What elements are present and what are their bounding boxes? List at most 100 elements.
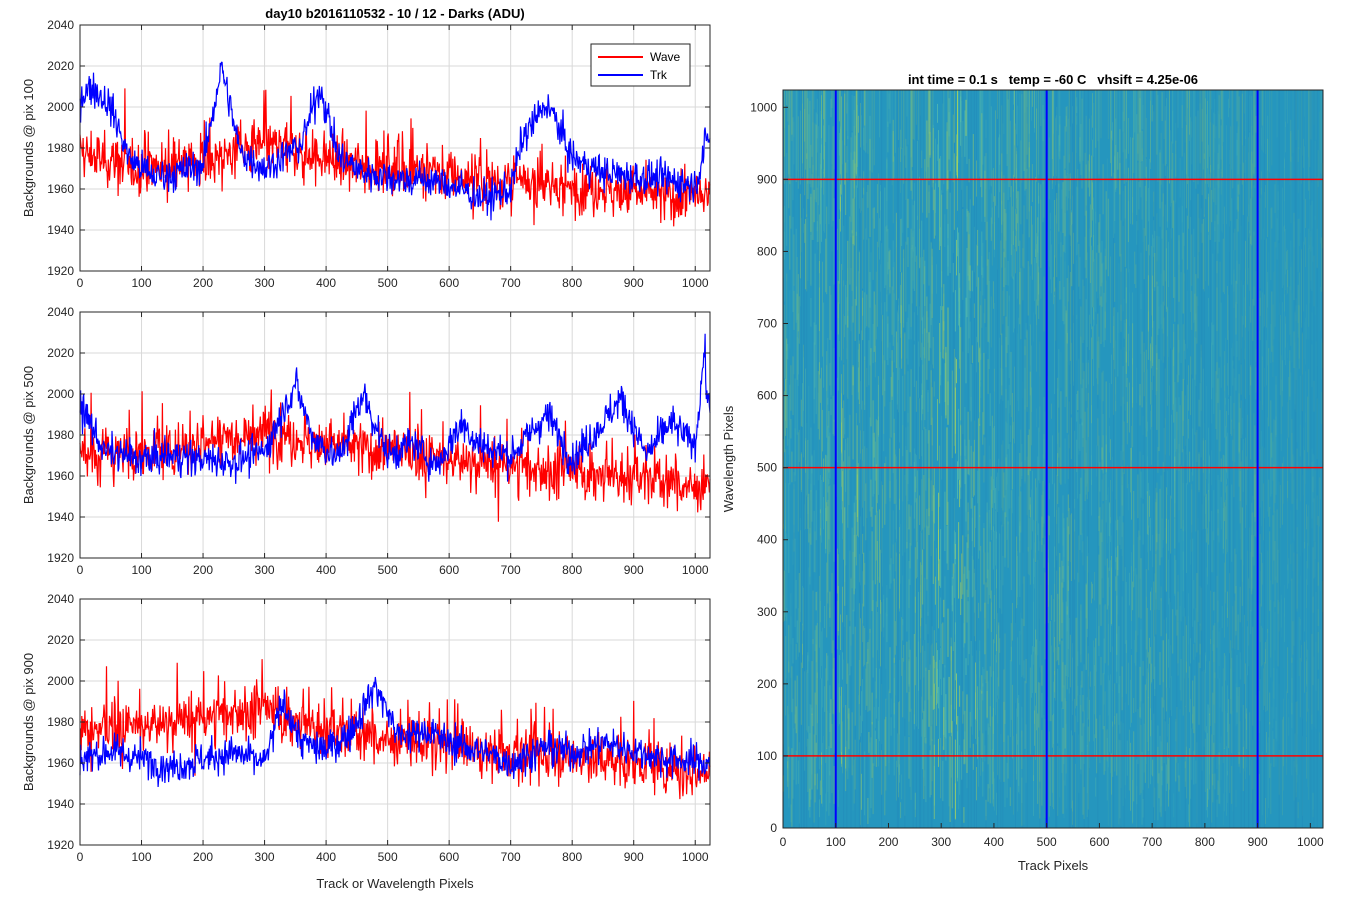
heatmap-streak <box>1010 186 1012 255</box>
heatmap-streak <box>830 98 832 118</box>
heatmap-streak <box>833 766 835 804</box>
heatmap-streak <box>990 489 992 541</box>
heatmap-streak <box>1267 417 1269 512</box>
heatmap-streak <box>812 90 814 173</box>
heatmap-streak <box>1306 560 1308 658</box>
heatmap-streak <box>894 621 896 655</box>
heatmap-streak <box>1094 571 1096 601</box>
heatmap-streak <box>956 359 957 384</box>
heatmap-streak <box>808 567 810 662</box>
heatmap-streak <box>1262 668 1264 710</box>
heatmap-streak <box>1116 633 1118 684</box>
heatmap-streak <box>1091 155 1092 238</box>
heatmap-streak <box>1018 703 1020 793</box>
heatmap-streak <box>800 218 802 253</box>
heatmap-streak <box>1008 201 1010 302</box>
heatmap-streak <box>882 488 884 587</box>
heatmap-streak <box>1057 668 1059 744</box>
heatmap-streak <box>1140 558 1142 619</box>
heatmap-column-shade <box>1055 90 1057 828</box>
heatmap-streak <box>1066 173 1068 211</box>
heatmap-streak <box>1003 90 1005 135</box>
heatmap-streak <box>1278 602 1280 632</box>
heatmap-streak <box>1313 380 1315 412</box>
heatmap-streak <box>866 642 868 683</box>
heatmap-streak <box>990 602 992 677</box>
heatmap-streak <box>840 90 841 175</box>
heatmap-streak <box>1249 712 1251 776</box>
heatmap-streak <box>1213 704 1215 736</box>
heatmap-streak <box>932 124 934 151</box>
heatmap-streak <box>1240 461 1242 560</box>
heatmap-streak <box>1018 191 1020 246</box>
heatmap-streak <box>906 146 908 245</box>
heatmap-column-shade <box>1196 90 1198 828</box>
heatmap-streak <box>1122 522 1124 582</box>
heatmap-streak <box>964 110 966 157</box>
heatmap-streak <box>1186 290 1188 349</box>
heatmap-streak <box>1019 240 1021 325</box>
heatmap-streak <box>784 205 786 260</box>
heatmap-streak <box>1054 255 1056 297</box>
subplot-2: 0 100 200 300 400 500 600 700 800 900 100019201940… <box>21 305 711 577</box>
heatmap-streak <box>908 659 910 722</box>
heatmap-streak <box>1195 338 1197 386</box>
heatmap-streak <box>1301 670 1303 719</box>
heatmap-streak <box>1216 90 1218 186</box>
heatmap-streak <box>1248 579 1250 667</box>
heatmap-streak <box>916 215 918 316</box>
heatmap-streak <box>815 124 817 203</box>
heatmap-column-shade <box>1184 90 1186 828</box>
heatmap-streak <box>822 743 823 804</box>
heatmap-streak <box>842 140 844 165</box>
heatmap-streak <box>869 272 871 308</box>
heatmap-streak <box>1239 652 1241 680</box>
heatmap-streak <box>1267 115 1269 171</box>
heatmap-streak <box>921 532 923 575</box>
heatmap-streak <box>843 314 845 349</box>
heatmap-streak <box>1049 757 1051 806</box>
heatmap-streak <box>807 652 809 674</box>
heatmap-streak <box>1285 323 1286 366</box>
heatmap-streak <box>958 522 960 599</box>
heatmap-streak <box>810 490 812 545</box>
heatmap-streak <box>858 402 860 500</box>
heatmap-streak <box>1250 365 1252 386</box>
heatmap-streak <box>890 377 892 438</box>
heatmap-streak <box>954 387 956 454</box>
heatmap-streak <box>809 788 811 807</box>
heatmap-streak <box>1247 626 1249 676</box>
heatmap-streak <box>1004 209 1006 258</box>
heatmap-streak <box>792 117 794 201</box>
heatmap-streak <box>1292 664 1294 696</box>
heatmap-column-shade <box>843 90 845 828</box>
heatmap-streak <box>798 429 800 462</box>
heatmap-streak <box>1022 618 1024 676</box>
heatmap-streak <box>1002 123 1004 222</box>
heatmap-streak <box>938 563 939 629</box>
heatmap-streak <box>1075 763 1077 828</box>
heatmap-streak <box>963 623 965 715</box>
heatmap-streak <box>965 99 967 136</box>
heatmap-streak <box>1127 118 1129 154</box>
heatmap-streak <box>982 267 984 296</box>
heatmap-streak <box>1079 90 1081 164</box>
heatmap-streak <box>884 187 886 289</box>
heatmap-streak <box>1144 372 1146 429</box>
heatmap-streak <box>1097 90 1099 142</box>
heatmap-streak <box>1192 428 1194 482</box>
heatmap-streak <box>1268 252 1270 352</box>
heatmap-streak <box>1012 230 1014 280</box>
heatmap-streak <box>989 393 991 426</box>
heatmap-streak <box>1003 251 1005 316</box>
heatmap-streak <box>810 427 812 492</box>
heatmap-streak <box>1024 90 1026 191</box>
heatmap-streak <box>1237 614 1239 650</box>
heatmap-streak <box>854 163 856 179</box>
heatmap-streak <box>806 214 808 292</box>
heatmap-streak <box>1309 90 1311 168</box>
heatmap-streak <box>892 119 894 162</box>
heatmap-streak <box>1059 747 1061 798</box>
heatmap-streak <box>926 296 928 333</box>
heatmap-streak <box>1155 554 1157 635</box>
